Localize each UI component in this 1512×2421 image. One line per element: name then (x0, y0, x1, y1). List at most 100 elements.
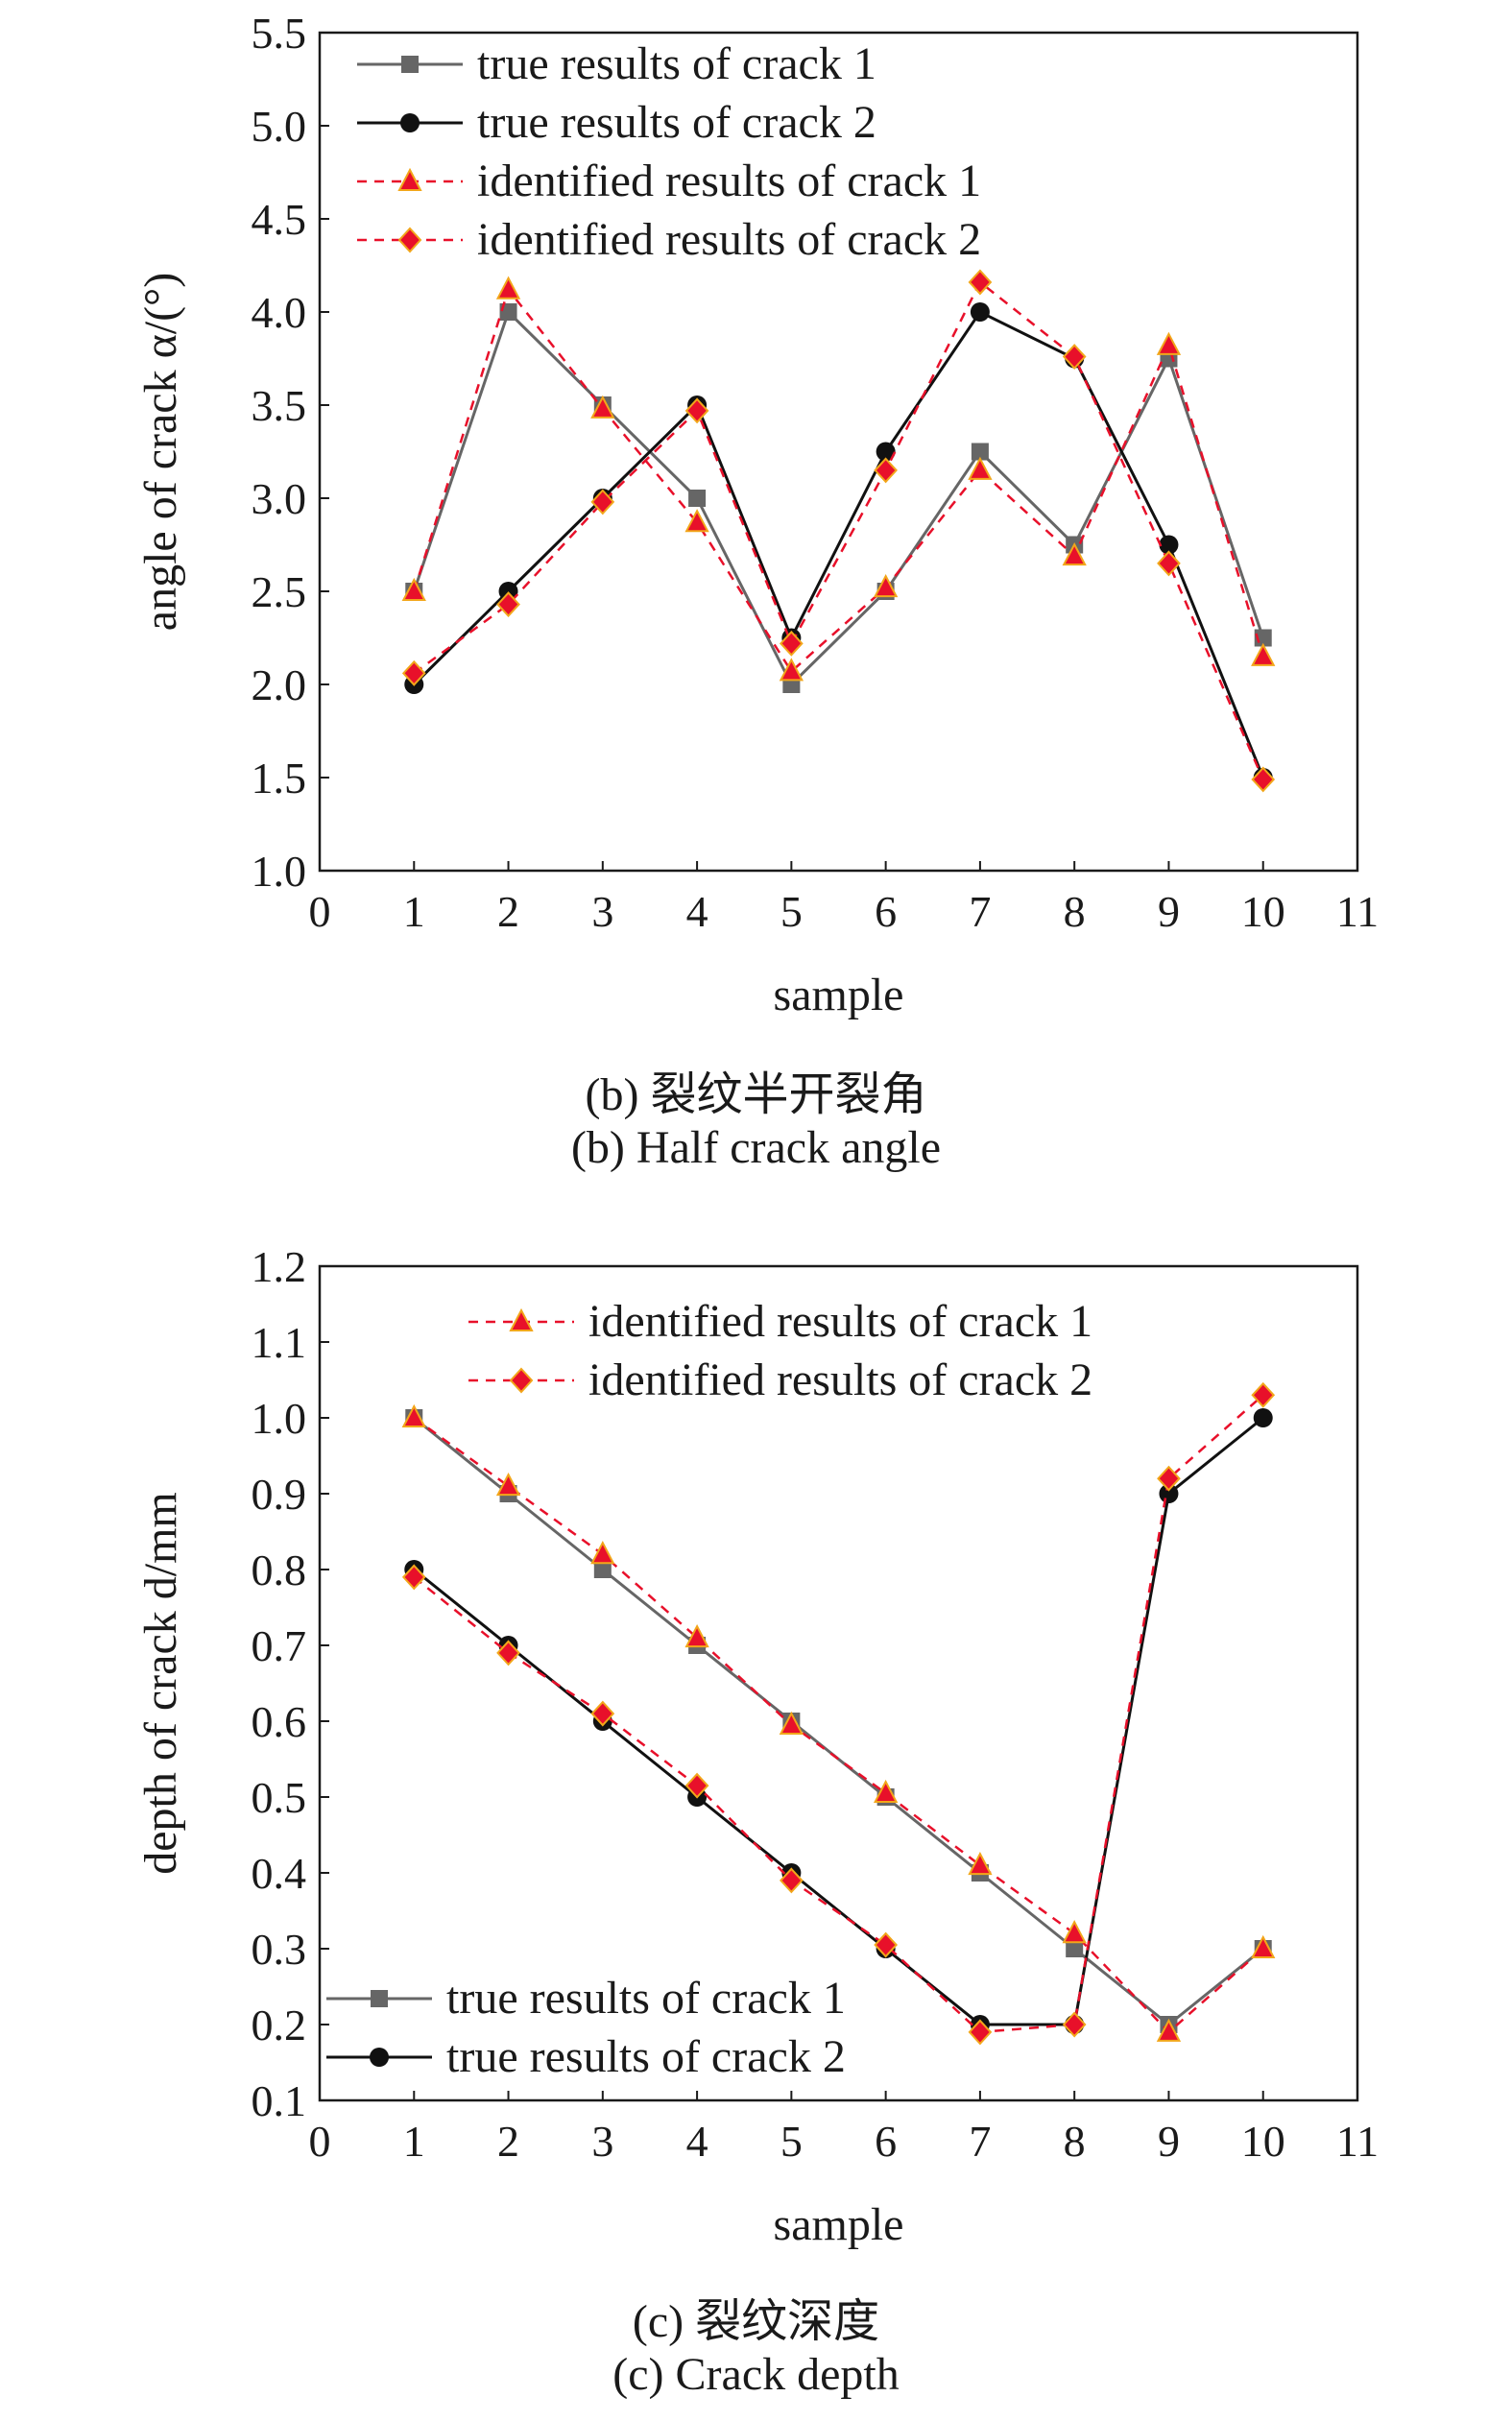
y-tick-label: 0.3 (252, 1925, 307, 1974)
data-point (684, 1772, 709, 1799)
series-2 (404, 302, 1273, 787)
data-point (1159, 1484, 1179, 1503)
legend-label: true results of crack 2 (446, 2031, 846, 2082)
data-point (968, 2019, 993, 2046)
data-point (495, 1472, 521, 1497)
y-tick-label: 1.1 (252, 1318, 307, 1367)
chart-panel-b: 0 1 2 3 4 5 6 7 8 9 10 11 1.0 1.5 2.0 2.5 3.0 3.5 4.0 4.5 5.… (135, 9, 1379, 1020)
x-tick-label: 8 (1064, 887, 1086, 936)
series-4 (401, 1381, 1276, 2046)
data-point (684, 1623, 709, 1648)
caption-c-english: (c) Crack depth (612, 2349, 900, 2400)
data-point (590, 395, 615, 419)
data-point (1062, 2011, 1087, 2038)
y-tick-label: 0.2 (252, 2001, 307, 2049)
data-point (401, 659, 426, 686)
data-point (496, 591, 520, 618)
data-point (970, 302, 990, 322)
x-tick-label: 9 (1158, 887, 1180, 936)
y-tick-label: 0.9 (252, 1470, 307, 1519)
data-point (1251, 766, 1276, 793)
x-tick-label: 0 (309, 2117, 331, 2166)
data-point (688, 490, 707, 507)
series-line (413, 1394, 1264, 2034)
legend-label: true results of crack 1 (446, 1973, 846, 2024)
legend-marker (400, 113, 420, 132)
data-point (590, 1700, 615, 1727)
x-axis-label: sample (774, 2199, 904, 2250)
x-tick-label: 7 (969, 887, 991, 936)
series-3 (401, 276, 1276, 682)
chart-panel-c: 0 1 2 3 4 5 6 7 8 9 10 11 0.1 0.2 0.3 0.4 0.5 0.6 0.7 0.8 0.… (135, 1242, 1379, 2250)
data-point (1251, 1934, 1276, 1958)
y-tick-label: 1.5 (252, 754, 307, 803)
x-tick-label: 2 (497, 2117, 519, 2166)
y-tick-label: 1.2 (252, 1242, 307, 1291)
data-point (873, 1779, 899, 1804)
data-point (780, 1867, 804, 1894)
y-tick-label: 4.0 (252, 288, 307, 337)
y-tick-label: 0.7 (252, 1621, 307, 1670)
legend-marker (370, 2048, 389, 2067)
x-tick-label: 10 (1241, 2117, 1285, 2166)
data-point (499, 303, 517, 321)
legend-marker (397, 167, 422, 191)
legend-marker (397, 227, 422, 253)
x-tick-label: 5 (780, 2117, 803, 2166)
data-point (968, 456, 993, 480)
data-point (1066, 1940, 1084, 1957)
data-point (590, 1541, 615, 1565)
y-tick-label: 0.5 (252, 1773, 307, 1822)
data-point (874, 457, 898, 484)
y-tick-label: 5.5 (252, 9, 307, 58)
x-tick-label: 4 (686, 2117, 708, 2166)
series-4 (401, 269, 1276, 793)
legend-label: identified results of crack 2 (477, 214, 981, 265)
data-point (1156, 2018, 1182, 2042)
legend-label: identified results of crack 1 (588, 1296, 1092, 1347)
x-tick-label: 6 (875, 2117, 897, 2166)
x-tick-label: 8 (1064, 2117, 1086, 2166)
data-point (1159, 535, 1179, 555)
data-point (779, 658, 804, 682)
plot-frame (318, 1264, 1359, 2102)
data-point (496, 1640, 520, 1666)
y-tick-label: 2.0 (252, 660, 307, 709)
legend: true results of crack 1 true results of c… (357, 38, 981, 265)
data-point (401, 1564, 426, 1591)
series-1 (405, 1409, 1272, 2033)
caption-b-english: (b) Half crack angle (570, 1122, 942, 1173)
legend-marker (509, 1307, 534, 1331)
x-tick-label: 1 (403, 887, 425, 936)
data-point (968, 1851, 993, 1876)
series-line (413, 1416, 1264, 2034)
y-tick-label: 0.4 (252, 1849, 307, 1898)
legend-marker (509, 1367, 534, 1394)
legend-label: identified results of crack 2 (588, 1354, 1092, 1405)
x-tick-label: 10 (1241, 887, 1285, 936)
y-tick-label: 3.0 (252, 474, 307, 523)
x-tick-label: 0 (309, 887, 331, 936)
y-tick-label: 1.0 (252, 1394, 307, 1443)
y-tick-label: 0.6 (252, 1697, 307, 1746)
y-tick-label: 3.5 (252, 381, 307, 430)
x-tick-label: 5 (780, 887, 803, 936)
legend: true results of crack 1 true results of c… (326, 1973, 846, 2082)
series-line (413, 280, 1264, 780)
x-tick-label: 6 (875, 887, 897, 936)
series-2 (404, 1408, 1273, 2034)
x-tick-label: 4 (686, 887, 708, 936)
legend-marker (401, 56, 419, 73)
x-tick-label: 1 (403, 2117, 425, 2166)
y-axis-label: depth of crack d/mm (135, 1492, 186, 1875)
data-point (779, 1711, 804, 1735)
data-point (1062, 344, 1087, 371)
legend-marker (371, 1990, 388, 2007)
y-tick-label: 2.5 (252, 567, 307, 616)
data-point (780, 630, 804, 657)
data-point (874, 1931, 898, 1958)
data-point (971, 443, 989, 461)
caption-b-chinese: (b) 裂纹半开裂角 (585, 1069, 927, 1120)
data-point (593, 1561, 612, 1578)
